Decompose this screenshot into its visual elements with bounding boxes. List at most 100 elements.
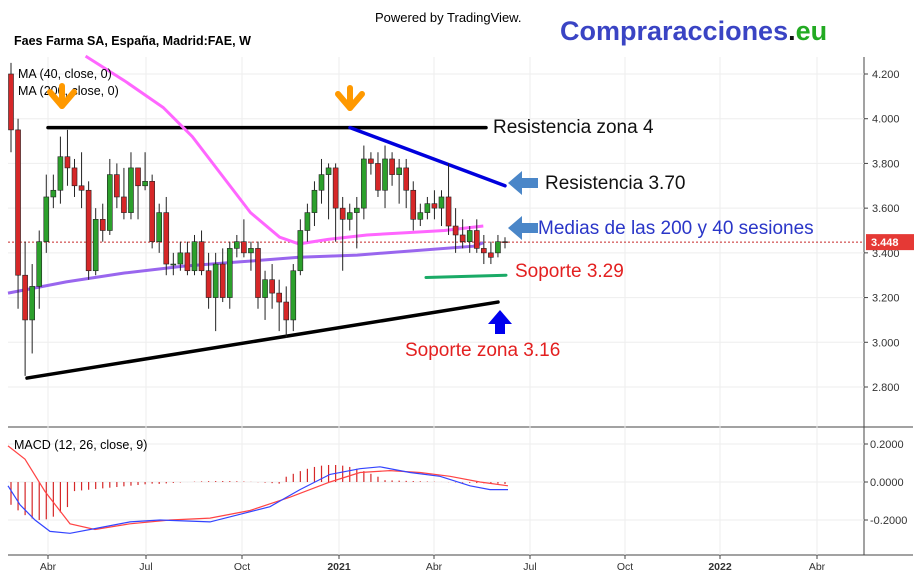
moving-averages-label: Medias de las 200 y 40 sesiones [538,218,814,239]
candle [417,203,424,227]
arrow-down-icon [335,85,365,111]
candle [43,174,50,253]
grid [8,57,864,555]
time-tick-label: Jul [523,561,536,573]
candles [8,62,508,376]
candle [85,181,92,280]
time-tick-label: Oct [617,561,633,573]
price-tick-label: 3.200 [872,293,900,305]
support-zone-label: Soporte zona 3.16 [405,340,560,361]
candle [452,208,459,253]
candle [29,264,35,354]
candle [396,158,402,204]
candle [311,181,318,227]
candle [36,230,43,309]
candle [170,252,177,276]
candle [184,241,191,276]
moving-averages [7,54,484,295]
candle [128,152,134,220]
support-line-label: Soporte 3.29 [515,261,624,282]
time-tick-label: 2022 [708,561,732,573]
candle [276,279,282,332]
price-tick-label: 3.800 [872,158,900,170]
brand-tld: eu [796,16,828,46]
macd-tick-label: 0.2000 [870,439,904,451]
candle [121,167,127,220]
candle [290,264,297,332]
time-tick-label: Oct [234,561,250,573]
candle [495,234,501,258]
time-tick-label: Abr [40,561,57,573]
candle [346,203,353,231]
candle [226,241,233,309]
macd-signal-line [7,445,509,531]
candle [389,152,395,186]
candle [353,196,360,249]
time-tick-label: 2021 [327,561,351,573]
candle [488,241,494,265]
candle [248,241,254,271]
candle [163,196,170,276]
candle [368,152,374,175]
candle [71,158,78,197]
price-tick-label: 4.000 [872,114,900,126]
candle [269,264,275,309]
support-line [424,273,508,279]
candle [459,219,466,249]
candle [473,219,480,253]
candle [114,163,120,209]
price-axis: 4.200 4.000 3.800 3.600 3.400 3.200 3.000 2.800 [864,69,900,394]
candle [57,136,64,204]
candle [424,196,431,220]
candle [241,219,247,258]
candle [361,145,367,220]
current-price-badge: 3.448 [866,234,914,251]
candle [64,129,71,186]
time-tick-label: Jul [139,561,152,573]
time-tick-label: Abr [809,561,826,573]
candle [438,190,445,227]
macd-tick-label: -0.2000 [870,515,907,527]
candle [191,234,198,276]
arrow-down-icon [47,83,77,109]
candle [445,163,452,235]
resistance-line [348,125,507,188]
candle [177,241,184,271]
candle [92,208,99,276]
ma200-label: MA (200, close, 0) [18,84,119,98]
brand-logo: Compraracciones.eu [560,16,827,46]
candle [481,234,487,265]
candle [325,163,332,220]
price-tick-label: 3.000 [872,337,900,349]
candle [99,203,106,242]
current-price-label: 3.448 [871,237,899,249]
brand-dot: . [788,16,796,46]
trendlines [25,125,508,380]
ma40-line [84,54,484,246]
macd-tick-label: 0.0000 [870,477,904,489]
candle [339,196,346,271]
candle [198,230,205,276]
macd-label: MACD (12, 26, close, 9) [14,438,147,452]
candle [255,241,261,309]
arrow-up-icon [488,310,512,334]
ma40-label: MA (40, close, 0) [18,67,112,81]
candle [156,203,162,253]
candle [50,174,57,209]
symbol-title: Faes Farma SA, España, Madrid:FAE, W [14,34,251,48]
macd-indicator [7,445,509,534]
macd-axis: 0.2000 0.0000 -0.2000 [864,439,907,527]
candle [22,241,28,376]
candle [107,158,113,235]
candle [283,286,290,338]
candle [149,174,155,249]
powered-by: Powered by TradingView. [375,10,521,25]
candle [403,158,410,209]
candle [318,158,325,204]
arrow-left-icon [508,171,538,195]
candle [234,234,240,258]
brand-main: Compraracciones [560,16,788,46]
candle [502,237,508,249]
candle [332,163,339,242]
